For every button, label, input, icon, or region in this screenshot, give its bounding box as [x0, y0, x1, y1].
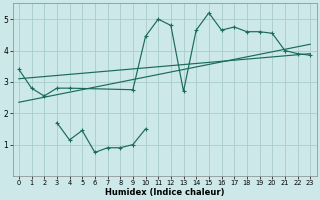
X-axis label: Humidex (Indice chaleur): Humidex (Indice chaleur) [105, 188, 224, 197]
